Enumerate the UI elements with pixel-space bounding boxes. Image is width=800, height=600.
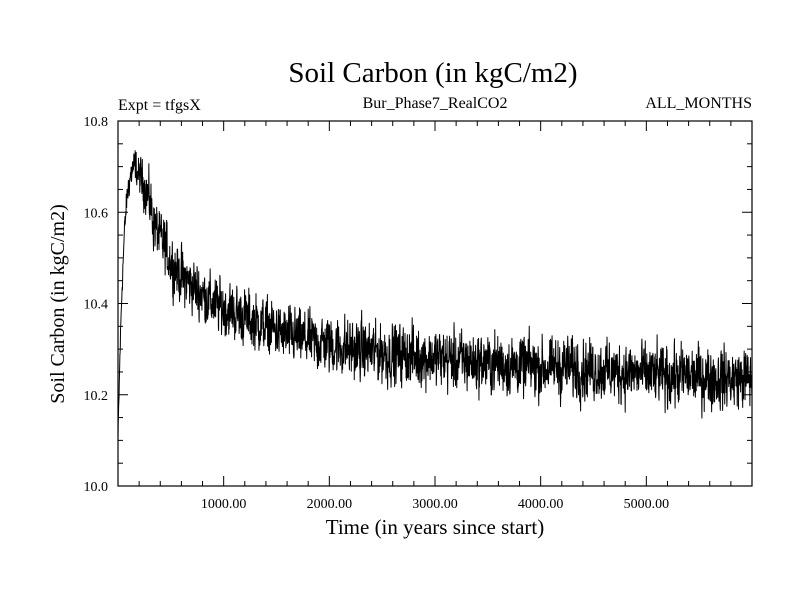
- plot-frame: [117, 120, 753, 487]
- y-tick-label: 10.6: [84, 206, 109, 221]
- y-axis-title: Soil Carbon (in kgC/m2): [47, 204, 69, 403]
- experiment-label: Expt = tfgsX: [118, 97, 201, 114]
- chart-title: Soil Carbon (in kgC/m2): [288, 57, 577, 89]
- x-axis-title: Time (in years since start): [326, 515, 545, 539]
- y-tick-label: 10.2: [84, 389, 109, 404]
- x-axis: 1000.00 2000.00 3000.00 4000.00 5000.00: [138, 121, 732, 512]
- x-tick-label: 1000.00: [201, 497, 247, 512]
- y-tick-label: 10.4: [84, 298, 109, 313]
- y-tick-label: 10.8: [84, 115, 109, 130]
- y-tick-label: 10.0: [84, 480, 109, 495]
- run-label: Bur_Phase7_RealCO2: [363, 95, 508, 112]
- x-tick-label: 4000.00: [518, 497, 564, 512]
- x-tick-label: 5000.00: [624, 497, 670, 512]
- soil-carbon-series-line: [117, 150, 753, 440]
- x-tick-label: 2000.00: [307, 497, 353, 512]
- series-layer: [117, 150, 753, 440]
- months-label: ALL_MONTHS: [645, 95, 752, 112]
- x-tick-label: 3000.00: [412, 497, 458, 512]
